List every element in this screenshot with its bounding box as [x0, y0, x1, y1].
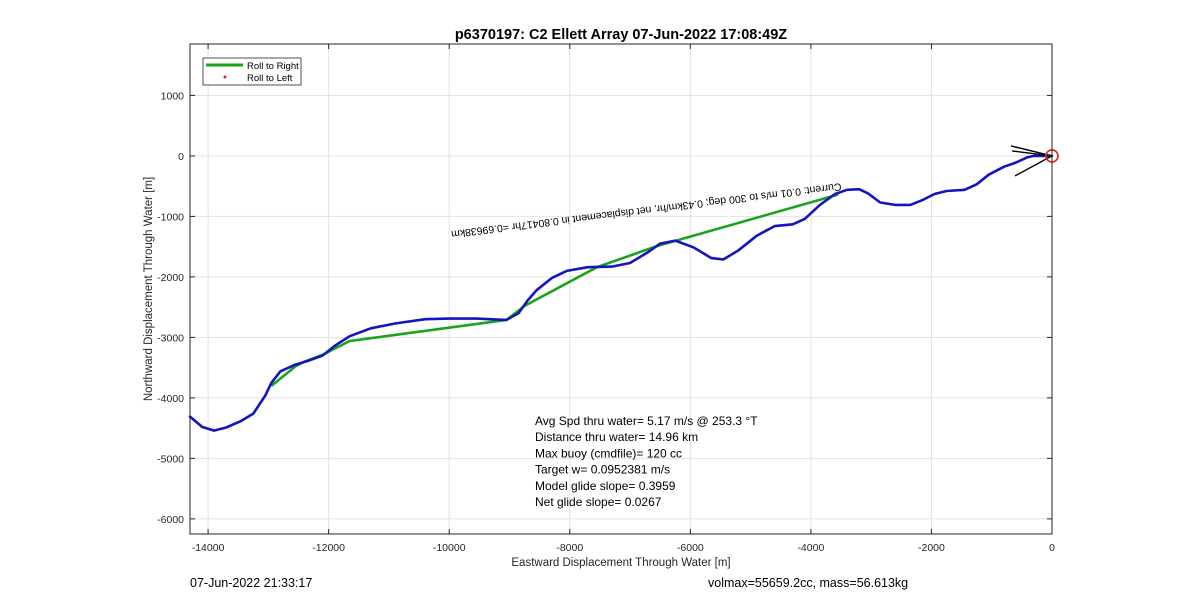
annotations: Avg Spd thru water= 5.17 m/s @ 253.3 °T D… — [535, 414, 758, 509]
x-tick-label: -14000 — [192, 542, 225, 554]
legend-dot-roll-left — [223, 75, 227, 79]
x-tick-label: -10000 — [433, 542, 466, 554]
stats-annotation: Max buoy (cmdfile)= 120 cc — [535, 446, 682, 460]
x-tick-label: 0 — [1049, 542, 1055, 554]
y-axis-label: Northward Displacement Through Water [m] — [143, 177, 155, 401]
plot-background — [190, 44, 1052, 534]
y-tick-label: -4000 — [157, 393, 184, 405]
stats-annotation: Distance thru water= 14.96 km — [535, 430, 698, 444]
x-tick-label: -6000 — [677, 542, 704, 554]
y-tick-label: -5000 — [157, 453, 184, 465]
legend-label-roll-left: Roll to Left — [247, 73, 293, 84]
y-tick-label: -6000 — [157, 514, 184, 526]
y-tick-label: -1000 — [157, 211, 184, 223]
plot-frame — [189, 43, 1053, 535]
series-track — [188, 154, 1054, 432]
stats-annotation: Net glide slope= 0.0267 — [535, 495, 662, 509]
stats-annotation: Avg Spd thru water= 5.17 m/s @ 253.3 °T — [535, 414, 758, 428]
y-tick-label: -2000 — [157, 272, 184, 284]
y-tick-label: 0 — [178, 151, 184, 163]
legend-box — [202, 57, 302, 86]
series-layer — [188, 154, 1054, 432]
x-tick-label: -12000 — [312, 542, 345, 554]
x-tick-label: -2000 — [918, 542, 945, 554]
footer-timestamp: 07-Jun-2022 21:33:17 — [190, 576, 313, 590]
x-tick-label: -4000 — [797, 542, 824, 554]
tick-layer: -14000 -12000 -10000 -8000 -6000 -4000 -2000 01… — [157, 44, 1055, 554]
y-tick-label: -3000 — [157, 332, 184, 344]
x-axis-label: Eastward Displacement Through Water [m] — [511, 557, 730, 569]
current-arrow-upper — [1010, 145, 1053, 157]
current-arrow-lower — [1014, 155, 1053, 177]
chart-title: p6370197: C2 Ellett Array 07-Jun-2022 17… — [455, 27, 787, 43]
stats-annotation: Target w= 0.0952381 m/s — [535, 463, 670, 477]
x-tick-label: -8000 — [556, 542, 583, 554]
stats-annotation: Model glide slope= 0.3959 — [535, 479, 676, 493]
legend: Roll to Right Roll to Left — [202, 57, 302, 86]
legend-label-roll-right: Roll to Right — [247, 61, 299, 72]
y-tick-label: 1000 — [161, 90, 185, 102]
footer-volume-mass: volmax=55659.2cc, mass=56.613kg — [708, 576, 909, 590]
grid — [190, 44, 1053, 534]
